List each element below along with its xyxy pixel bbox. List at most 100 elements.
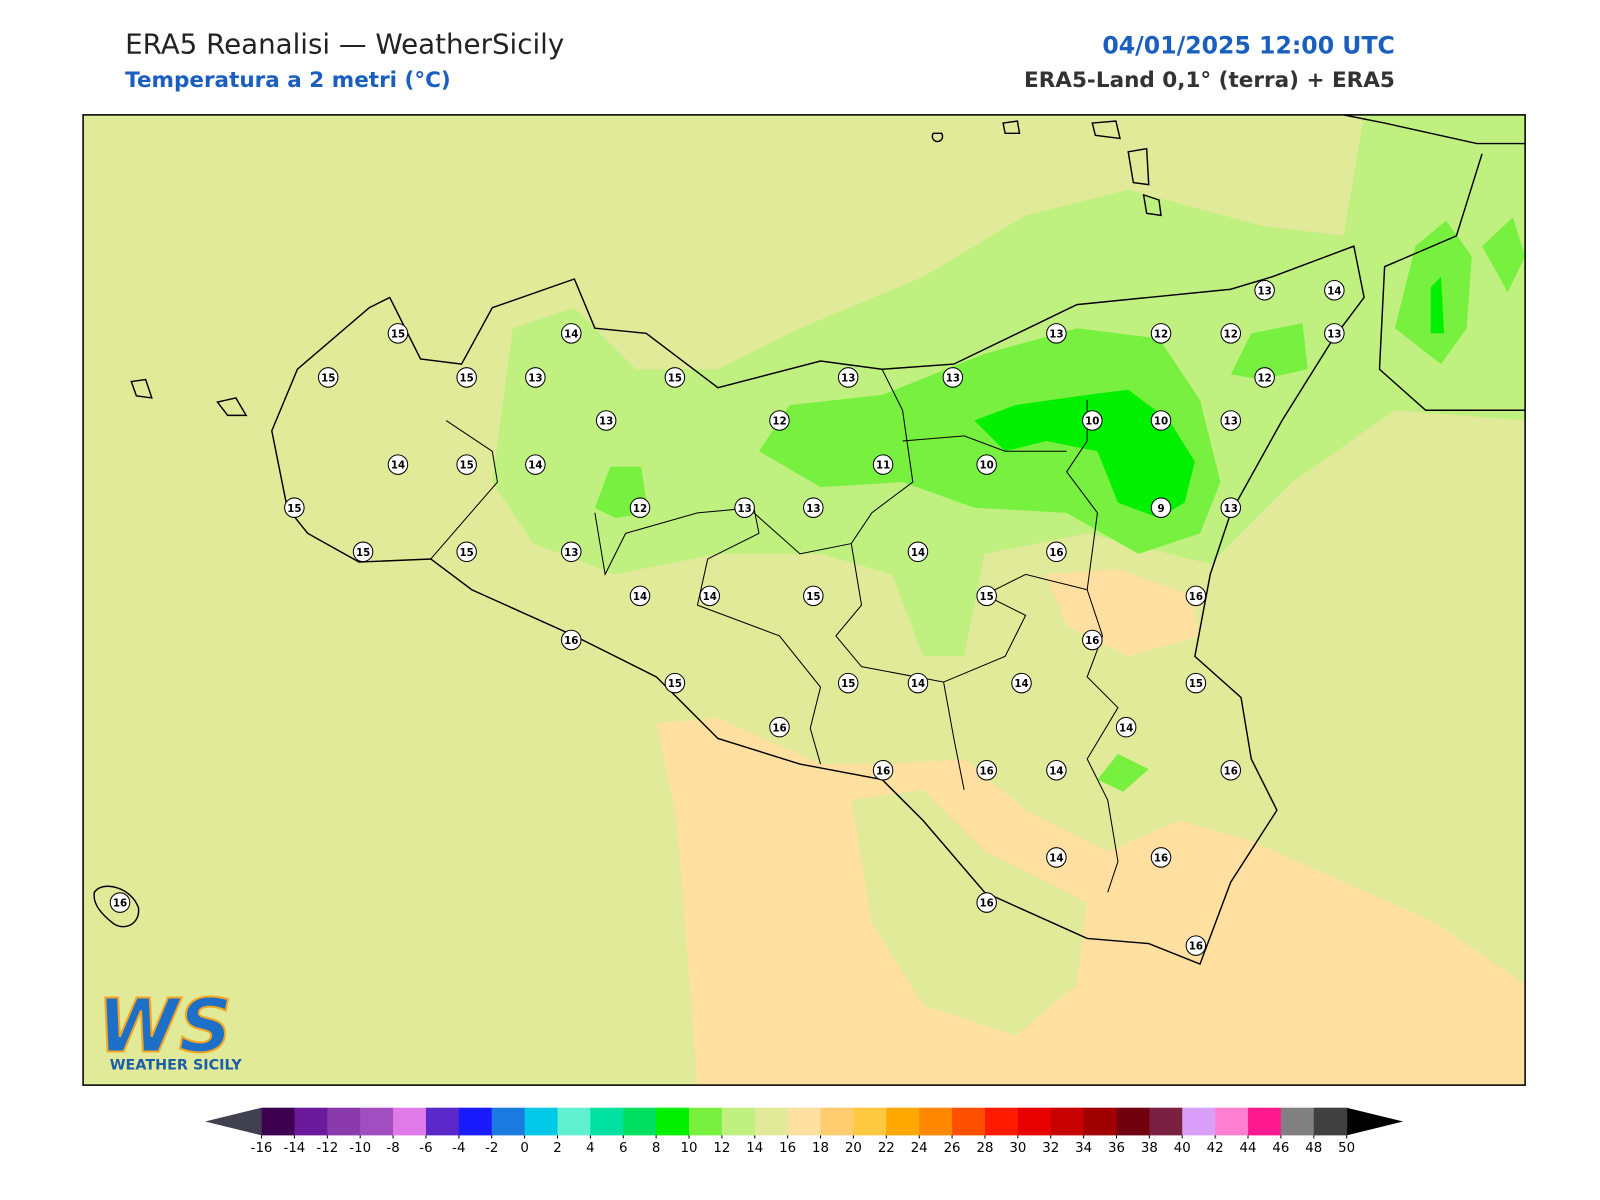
station-value: 10 — [1085, 416, 1099, 428]
coastline — [271, 245, 1365, 966]
source: ERA5-Land 0,1° (terra) + ERA5 — [1024, 68, 1395, 93]
station-value: 13 — [946, 373, 960, 385]
field-cold — [594, 217, 1526, 792]
subtitle: Temperatura a 2 metri (°C) — [125, 68, 451, 93]
station-marker — [561, 629, 582, 651]
station-marker — [595, 410, 617, 431]
station-marker — [561, 541, 582, 563]
colorbar-tick-label: -8 — [386, 1141, 399, 1156]
station-marker — [1046, 323, 1067, 344]
colorbar-box — [327, 1107, 361, 1136]
field-mild — [851, 789, 1088, 1036]
station-marker — [629, 497, 651, 518]
colorbar-tick-label: 18 — [812, 1141, 829, 1156]
station-marker — [525, 367, 546, 388]
title: ERA5 Reanalisi — WeatherSicily — [125, 27, 564, 60]
station-value: 12 — [1257, 373, 1271, 385]
station-value: 14 — [911, 547, 925, 559]
colorbar-box — [261, 1107, 295, 1136]
station-marker — [1011, 672, 1032, 694]
station-marker — [1082, 410, 1103, 431]
station-value: 13 — [1257, 285, 1271, 297]
colorbar-box — [524, 1107, 558, 1136]
station-marker — [1150, 323, 1172, 344]
colorbar-box — [1280, 1107, 1315, 1136]
colorbar-box — [360, 1107, 394, 1136]
colorbar-over — [1346, 1107, 1404, 1136]
station-marker — [109, 892, 131, 913]
station-marker — [734, 497, 755, 518]
station-marker — [1150, 497, 1172, 518]
colorbar-box — [721, 1107, 756, 1136]
colorbar-tick-label: 6 — [619, 1141, 627, 1156]
colorbar-tick-label: 48 — [1305, 1141, 1322, 1156]
colorbar-tick-label: 24 — [911, 1141, 928, 1156]
station-value: 14 — [1327, 285, 1341, 297]
station-value: 12 — [633, 503, 647, 515]
station-value: 15 — [806, 591, 820, 603]
colorbar-tick-label: 30 — [1009, 1141, 1026, 1156]
colorbar-tick-label: 28 — [976, 1141, 993, 1156]
field-cold — [758, 328, 1221, 554]
station-marker — [456, 454, 477, 475]
station-value: 16 — [876, 765, 890, 777]
station-marker — [387, 323, 409, 344]
station-marker — [976, 759, 997, 781]
colorbar-tick-label: 16 — [779, 1141, 796, 1156]
colorbar-tick-label: -16 — [251, 1141, 273, 1156]
station-marker — [1046, 759, 1067, 781]
station-marker — [664, 672, 686, 694]
station-marker — [1150, 847, 1172, 868]
station-marker — [1185, 935, 1207, 956]
station-marker — [942, 367, 964, 388]
station-value: 15 — [460, 547, 474, 559]
colorbar-box — [1116, 1107, 1150, 1136]
station-value: 16 — [564, 635, 578, 647]
logo-mark: WS — [97, 983, 232, 1069]
colorbar-tick-label: -12 — [316, 1141, 338, 1156]
station-marker — [1046, 541, 1067, 563]
station-value: 14 — [1119, 722, 1133, 734]
station-marker — [872, 454, 894, 475]
station-value: 16 — [980, 765, 994, 777]
station-marker — [976, 454, 997, 475]
station-value: 15 — [287, 503, 301, 515]
colorbar-box — [623, 1107, 657, 1136]
colorbar-tick-label: 32 — [1042, 1141, 1059, 1156]
colorbar-box — [952, 1107, 986, 1136]
station-value: 13 — [1224, 503, 1238, 515]
colorbar-tick-label: 44 — [1240, 1141, 1257, 1156]
station-marker — [699, 585, 720, 607]
station-value: 12 — [1154, 328, 1168, 340]
station-value: 15 — [668, 373, 682, 385]
station-marker — [1324, 279, 1345, 301]
colorbar-box — [393, 1107, 427, 1136]
colorbar-tick-label: -6 — [419, 1141, 432, 1156]
station-value: 15 — [460, 460, 474, 472]
station-marker — [1324, 323, 1345, 344]
colorbar-box — [1248, 1107, 1282, 1136]
colorbar-box — [787, 1107, 822, 1136]
station-value: 14 — [911, 678, 925, 690]
station-marker — [284, 497, 305, 518]
colorbar-box — [754, 1107, 789, 1136]
station-marker — [456, 367, 477, 388]
station-value: 13 — [564, 547, 578, 559]
colorbar-box — [1050, 1107, 1085, 1136]
colorbar-tick-label: 12 — [713, 1141, 730, 1156]
station-value: 15 — [841, 678, 855, 690]
station-value: 13 — [1049, 328, 1063, 340]
station-value: 12 — [1224, 328, 1238, 340]
colorbar-tick-label: 4 — [586, 1141, 594, 1156]
colorbar-box — [1182, 1107, 1216, 1136]
station-marker — [769, 410, 790, 431]
map-area — [83, 114, 1526, 1086]
colorbar-tick-label: 38 — [1141, 1141, 1158, 1156]
station-marker — [872, 759, 894, 781]
station-value: 13 — [1224, 416, 1238, 428]
colorbar-tick-label: 0 — [520, 1141, 528, 1156]
station-layer: 15 14 15 15 13 15 13 13 13 12 12 13 14 13 12 13 12 10 10 13… — [109, 279, 1345, 956]
station-value: 14 — [1049, 853, 1063, 865]
